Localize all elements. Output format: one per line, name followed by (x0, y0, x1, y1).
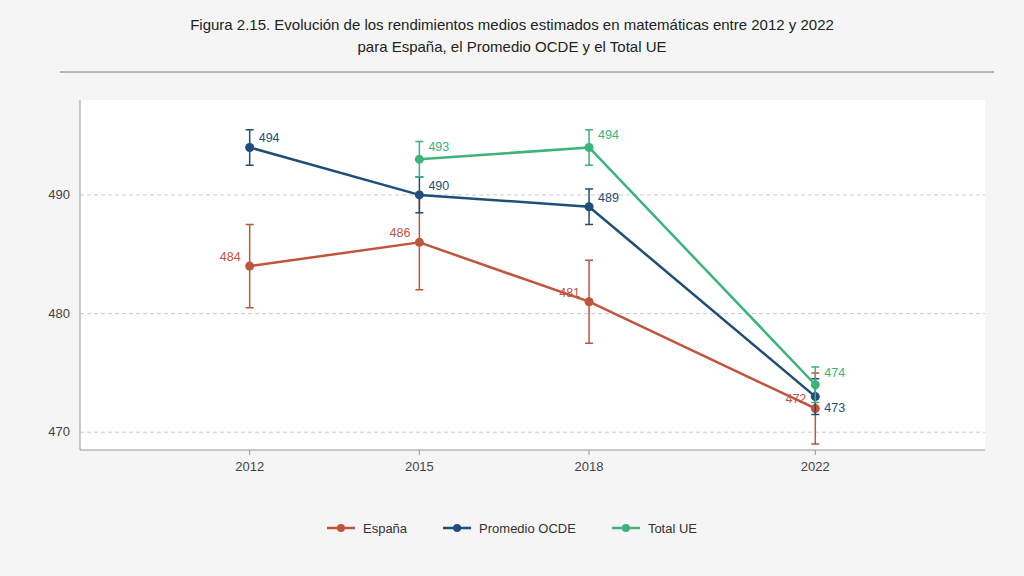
x-tick (589, 450, 590, 455)
error-bar (246, 225, 254, 308)
data-point (245, 143, 254, 152)
x-tick-label: 2015 (405, 459, 434, 474)
error-bar (246, 130, 254, 166)
data-label: 494 (259, 131, 280, 145)
x-tick (815, 450, 816, 455)
y-axis-line (80, 100, 81, 450)
error-bar (811, 367, 819, 403)
data-point (811, 380, 820, 389)
data-point (415, 238, 424, 247)
subtitle: para España, el Promedio OCDE y el Total… (357, 38, 666, 55)
x-tick (249, 450, 250, 455)
data-point (245, 262, 254, 271)
data-point (585, 143, 594, 152)
x-tick (419, 450, 420, 455)
error-bar (585, 260, 593, 343)
legend-swatch-marker (622, 524, 630, 532)
legend-item: Total UE (612, 521, 697, 536)
grid-line (80, 313, 985, 314)
error-bar (415, 142, 423, 178)
data-point (585, 202, 594, 211)
data-label: 490 (428, 179, 449, 193)
grid-line (80, 432, 985, 433)
legend-swatch-marker (337, 524, 345, 532)
data-label: 486 (390, 226, 411, 240)
data-label: 494 (598, 128, 619, 142)
x-tick-label: 2018 (575, 459, 604, 474)
data-label: 481 (559, 286, 580, 300)
y-tick-label: 490 (48, 187, 70, 202)
grid-line (80, 194, 985, 195)
data-labels: 484 486 481 472 494 490 489 473 493 494 474 (220, 128, 845, 414)
error-bar (585, 130, 593, 166)
y-tick-label: 470 (48, 424, 70, 439)
plot-background (80, 100, 985, 450)
data-point (415, 190, 424, 199)
data-label: 472 (785, 392, 806, 406)
series-line (250, 147, 816, 396)
data-label: 484 (220, 250, 241, 264)
title-rule (60, 72, 994, 73)
x-axis-line (80, 450, 985, 451)
error-bar (415, 177, 423, 213)
legend-item: España (327, 521, 408, 536)
legend-swatch-marker (453, 524, 461, 532)
error-bar (811, 373, 819, 444)
data-label: 473 (824, 401, 845, 415)
data-point (415, 155, 424, 164)
legend-label: Promedio OCDE (479, 521, 576, 536)
legend-label: España (363, 521, 408, 536)
data-label: 489 (598, 191, 619, 205)
legend-item: Promedio OCDE (443, 521, 576, 536)
x-tick-label: 2022 (801, 459, 830, 474)
chart: Figura 2.15. Evolución de los rendimient… (0, 0, 1024, 576)
data-label: 493 (428, 140, 449, 154)
y-tick-label: 480 (48, 306, 70, 321)
legend: España Promedio OCDE Total UE (327, 521, 697, 536)
series-line (419, 147, 815, 384)
marks (245, 130, 820, 444)
x-tick-label: 2012 (235, 459, 264, 474)
data-point (585, 297, 594, 306)
error-bar (585, 189, 593, 225)
legend-label: Total UE (648, 521, 697, 536)
title: Figura 2.15. Evolución de los rendimient… (190, 16, 834, 33)
data-label: 474 (824, 366, 845, 380)
